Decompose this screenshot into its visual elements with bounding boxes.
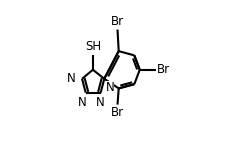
Text: N: N: [106, 81, 114, 94]
Text: Br: Br: [111, 15, 124, 28]
Text: SH: SH: [85, 40, 101, 53]
Text: N: N: [67, 72, 76, 85]
Text: Br: Br: [157, 63, 170, 76]
Text: N: N: [78, 96, 87, 109]
Text: N: N: [96, 96, 105, 109]
Text: Br: Br: [111, 106, 124, 119]
